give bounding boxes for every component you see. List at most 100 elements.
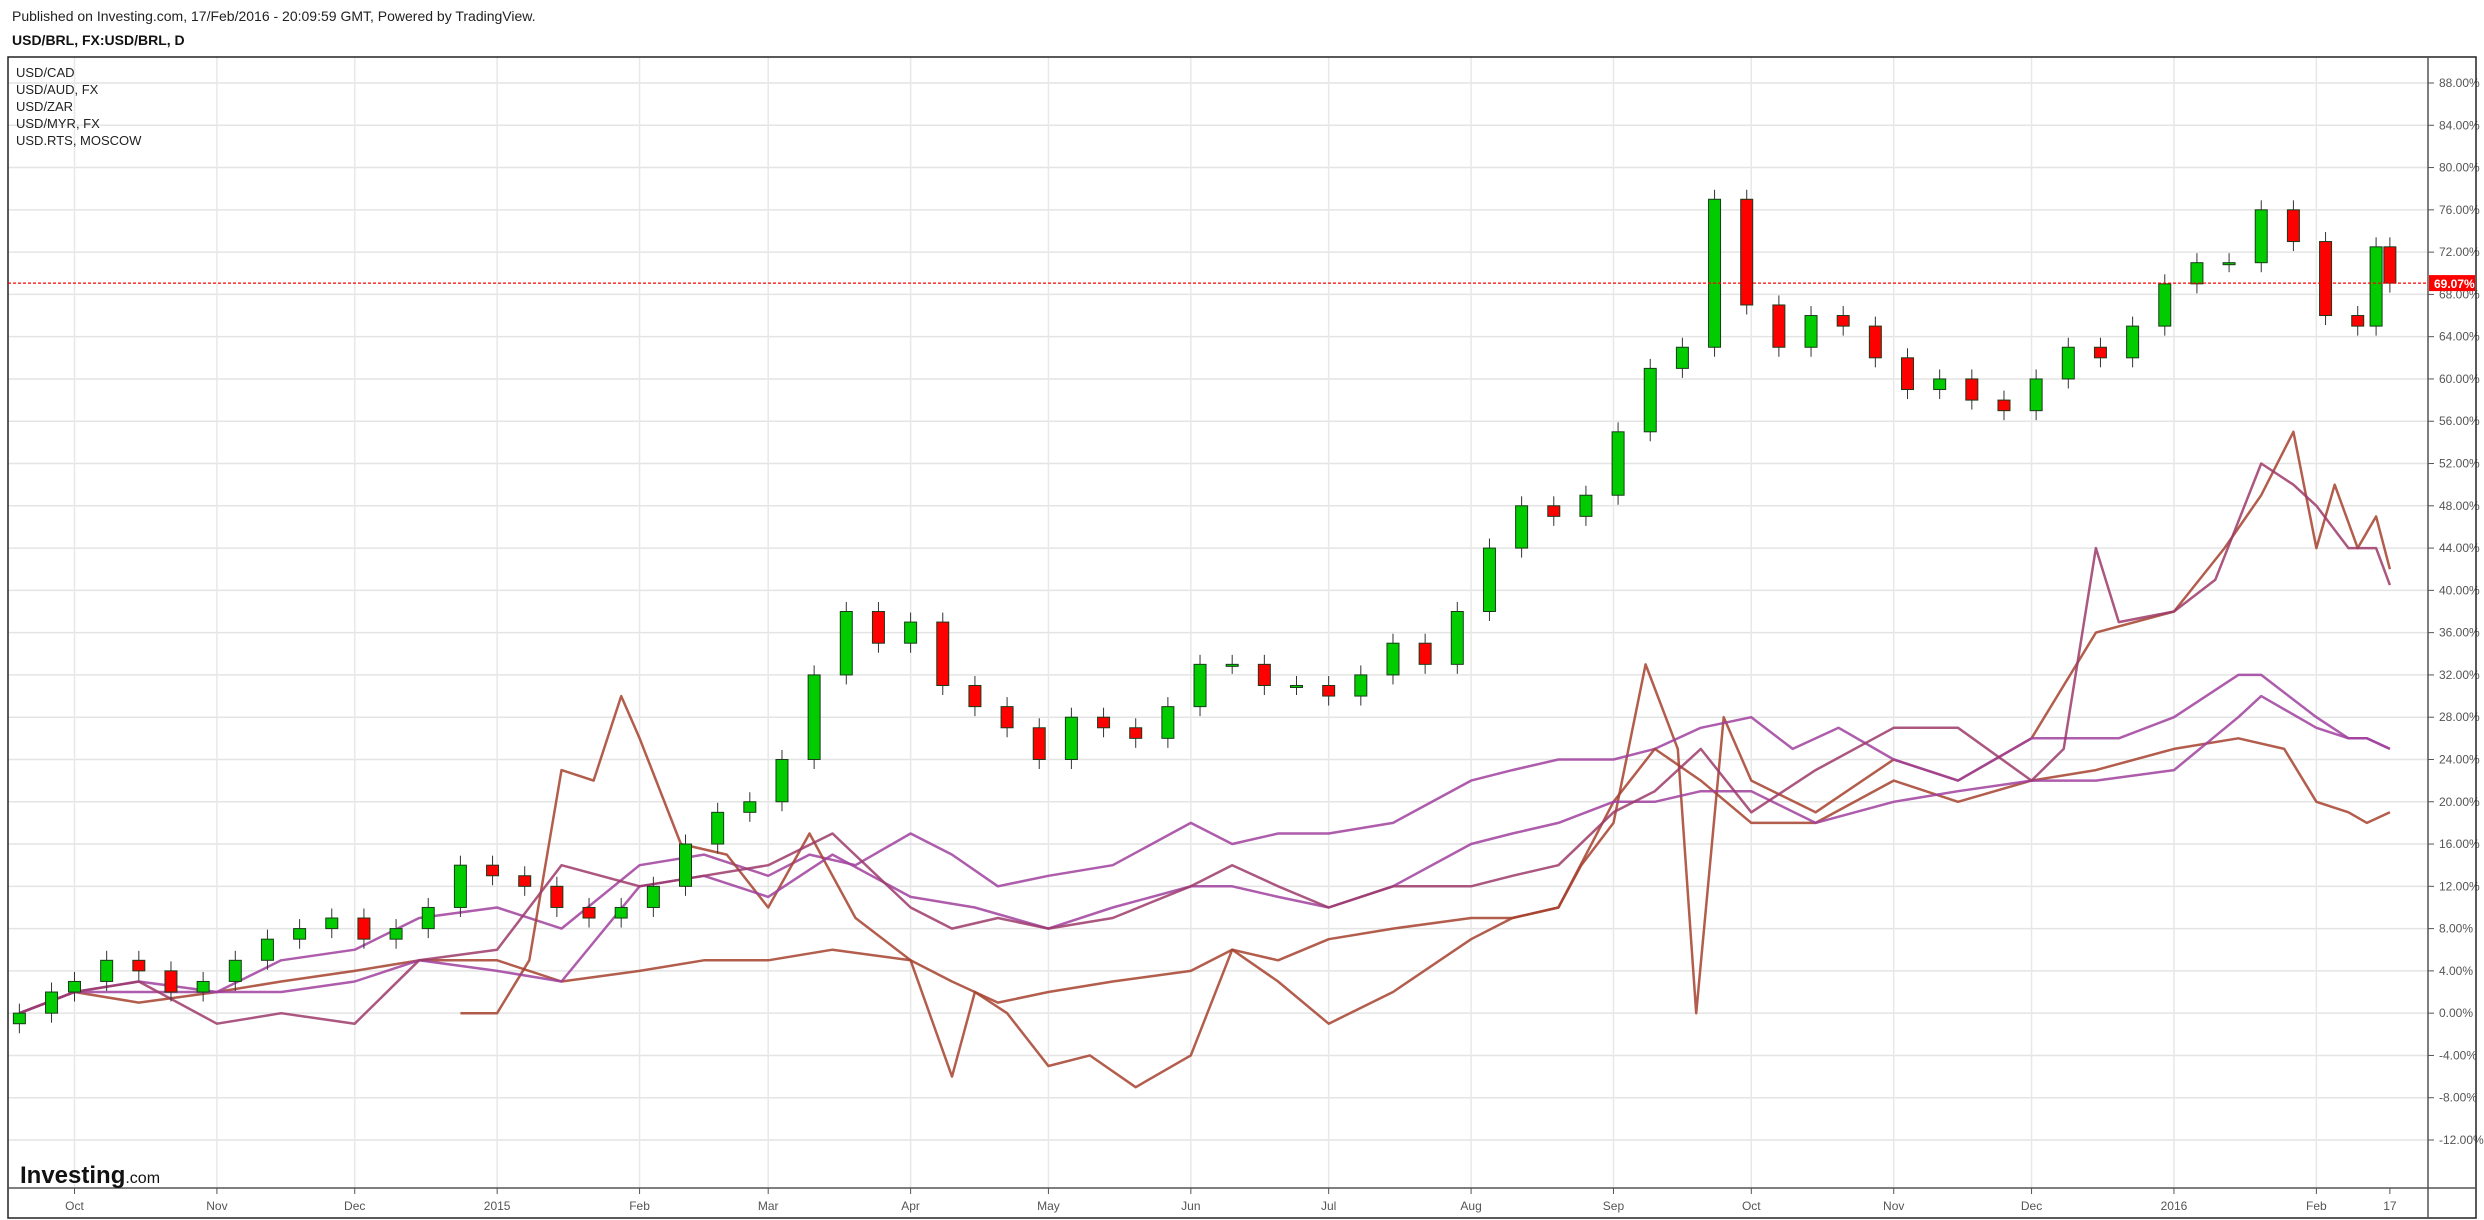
candle bbox=[1740, 198, 1754, 306]
candle bbox=[582, 906, 596, 919]
y-tick-label: 20.00% bbox=[2439, 795, 2480, 809]
x-tick-label: 17 bbox=[2383, 1199, 2397, 1213]
y-tick-label: 32.00% bbox=[2439, 668, 2480, 682]
candle bbox=[12, 1012, 26, 1025]
candle bbox=[2029, 378, 2043, 412]
candle bbox=[1868, 325, 1882, 359]
candle bbox=[45, 991, 59, 1014]
x-tick-label: Jul bbox=[1321, 1199, 1336, 1213]
candle bbox=[1611, 431, 1625, 496]
candle bbox=[1708, 198, 1722, 348]
legend-item: USD/MYR, FX bbox=[16, 116, 100, 131]
candle bbox=[1804, 315, 1818, 348]
logo-suffix: .com bbox=[125, 1170, 161, 1187]
candle bbox=[1193, 663, 1207, 708]
candle bbox=[1547, 505, 1561, 517]
y-tick-label: 72.00% bbox=[2439, 245, 2480, 259]
legend-item: USD.RTS, MOSCOW bbox=[16, 133, 142, 148]
y-tick-label: 44.00% bbox=[2439, 541, 2480, 555]
candle bbox=[228, 959, 242, 982]
y-tick-label: 8.00% bbox=[2439, 922, 2473, 936]
legend-item: USD/ZAR bbox=[16, 99, 74, 114]
candle bbox=[2319, 241, 2333, 317]
candle bbox=[1032, 727, 1046, 760]
legend-item: USD/AUD, FX bbox=[16, 82, 99, 97]
candle bbox=[100, 959, 114, 982]
candle bbox=[1772, 304, 1786, 348]
candle bbox=[1225, 663, 1239, 667]
candle bbox=[1161, 706, 1175, 739]
last-price-badge bbox=[2429, 275, 2475, 292]
candle bbox=[1386, 642, 1400, 676]
candle bbox=[1836, 315, 1850, 327]
x-tick-label: Oct bbox=[1742, 1199, 1761, 1213]
candle bbox=[743, 801, 757, 813]
candle bbox=[1901, 357, 1915, 391]
legend-item: USD/CAD bbox=[16, 65, 75, 80]
candle bbox=[293, 928, 307, 940]
candle bbox=[164, 970, 178, 993]
candle bbox=[646, 885, 660, 908]
candle bbox=[1418, 642, 1432, 665]
candle bbox=[775, 758, 789, 803]
candle bbox=[614, 906, 628, 919]
candle bbox=[936, 621, 950, 686]
candle bbox=[196, 980, 210, 993]
y-tick-label: 4.00% bbox=[2439, 964, 2473, 978]
series-line-4 bbox=[18, 462, 2392, 1025]
y-tick-label: 56.00% bbox=[2439, 414, 2480, 428]
y-tick-label: 12.00% bbox=[2439, 879, 2480, 893]
candle bbox=[1257, 663, 1271, 686]
series-line-3 bbox=[18, 694, 2391, 1015]
series-line-1 bbox=[18, 673, 2391, 1015]
x-tick-label: Mar bbox=[758, 1199, 779, 1213]
y-tick-label: 84.00% bbox=[2439, 118, 2480, 132]
chart-title: USD/BRL, FX:USD/BRL, D bbox=[12, 32, 185, 48]
y-tick-label: 48.00% bbox=[2439, 499, 2480, 513]
x-tick-label: Feb bbox=[2306, 1199, 2327, 1213]
candle bbox=[1354, 674, 1368, 697]
y-tick-label: 40.00% bbox=[2439, 583, 2480, 597]
x-tick-label: Jun bbox=[1181, 1199, 1200, 1213]
candle bbox=[711, 811, 725, 845]
chart-frame bbox=[7, 56, 2477, 1219]
y-tick-label: 64.00% bbox=[2439, 330, 2480, 344]
x-tick-label: Dec bbox=[344, 1199, 365, 1213]
legend: USD/CAD USD/AUD, FX USD/ZAR USD/MYR, FX … bbox=[16, 64, 141, 149]
candle bbox=[1515, 505, 1529, 549]
x-tick-label: Dec bbox=[2021, 1199, 2042, 1213]
series-line-0 bbox=[18, 430, 2392, 1015]
x-tick-label: Sep bbox=[1603, 1199, 1625, 1213]
y-tick-label: -4.00% bbox=[2439, 1048, 2477, 1062]
candle bbox=[453, 864, 467, 908]
y-tick-label: 76.00% bbox=[2439, 203, 2480, 217]
candle bbox=[839, 611, 853, 676]
candle bbox=[904, 621, 918, 644]
x-tick-label: Oct bbox=[65, 1199, 84, 1213]
x-tick-label: Nov bbox=[1883, 1199, 1904, 1213]
y-tick-label: 60.00% bbox=[2439, 372, 2480, 386]
candle bbox=[132, 959, 146, 972]
candle bbox=[1997, 399, 2011, 412]
candle bbox=[2286, 209, 2300, 243]
x-tick-label: Feb bbox=[629, 1199, 650, 1213]
candle bbox=[2351, 315, 2365, 327]
candle bbox=[1643, 367, 1657, 433]
candle bbox=[2222, 262, 2236, 266]
candle bbox=[1675, 346, 1689, 369]
candle bbox=[1322, 684, 1336, 697]
candle bbox=[1450, 611, 1464, 665]
y-tick-label: -12.00% bbox=[2439, 1133, 2484, 1147]
candle bbox=[389, 928, 403, 940]
x-tick-label: Apr bbox=[901, 1199, 920, 1213]
candle bbox=[1965, 378, 1979, 401]
y-tick-label: 80.00% bbox=[2439, 161, 2480, 175]
x-tick-label: Nov bbox=[206, 1199, 227, 1213]
candle bbox=[1482, 547, 1496, 613]
candle bbox=[2093, 346, 2107, 359]
published-note: Published on Investing.com, 17/Feb/2016 … bbox=[12, 8, 536, 24]
candle bbox=[1097, 716, 1111, 729]
x-tick-label: 2015 bbox=[484, 1199, 511, 1213]
candle bbox=[2369, 246, 2383, 327]
